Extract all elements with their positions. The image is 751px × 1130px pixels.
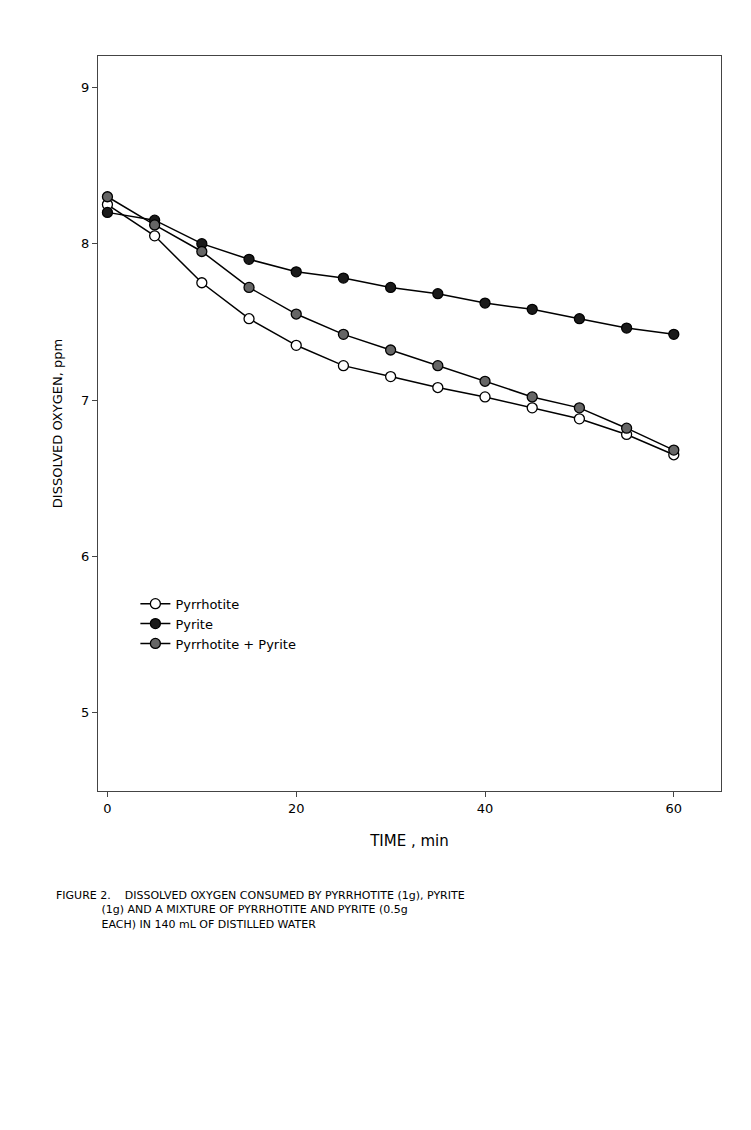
svg-text:Pyrrhotite + Pyrite: Pyrrhotite + Pyrite bbox=[175, 637, 296, 652]
svg-text:40: 40 bbox=[477, 801, 494, 816]
svg-text:Pyrite: Pyrite bbox=[175, 617, 213, 632]
svg-text:FIGURE 2. DISSOLVED OXYGEN: FIGURE 2. DISSOLVED OXYGEN CONSUMED BY P… bbox=[56, 889, 465, 931]
svg-text:60: 60 bbox=[666, 801, 683, 816]
svg-text:6: 6 bbox=[81, 549, 89, 564]
svg-text:Pyrrhotite: Pyrrhotite bbox=[175, 597, 239, 612]
svg-text:20: 20 bbox=[288, 801, 305, 816]
svg-text:0: 0 bbox=[103, 801, 111, 816]
svg-text:8: 8 bbox=[81, 236, 89, 251]
svg-text:5: 5 bbox=[81, 705, 89, 720]
svg-text:DISSOLVED OXYGEN, ppm: DISSOLVED OXYGEN, ppm bbox=[50, 339, 65, 508]
svg-text:TIME , min: TIME , min bbox=[369, 832, 449, 850]
svg-text:9: 9 bbox=[81, 80, 89, 95]
svg-text:7: 7 bbox=[81, 393, 89, 408]
